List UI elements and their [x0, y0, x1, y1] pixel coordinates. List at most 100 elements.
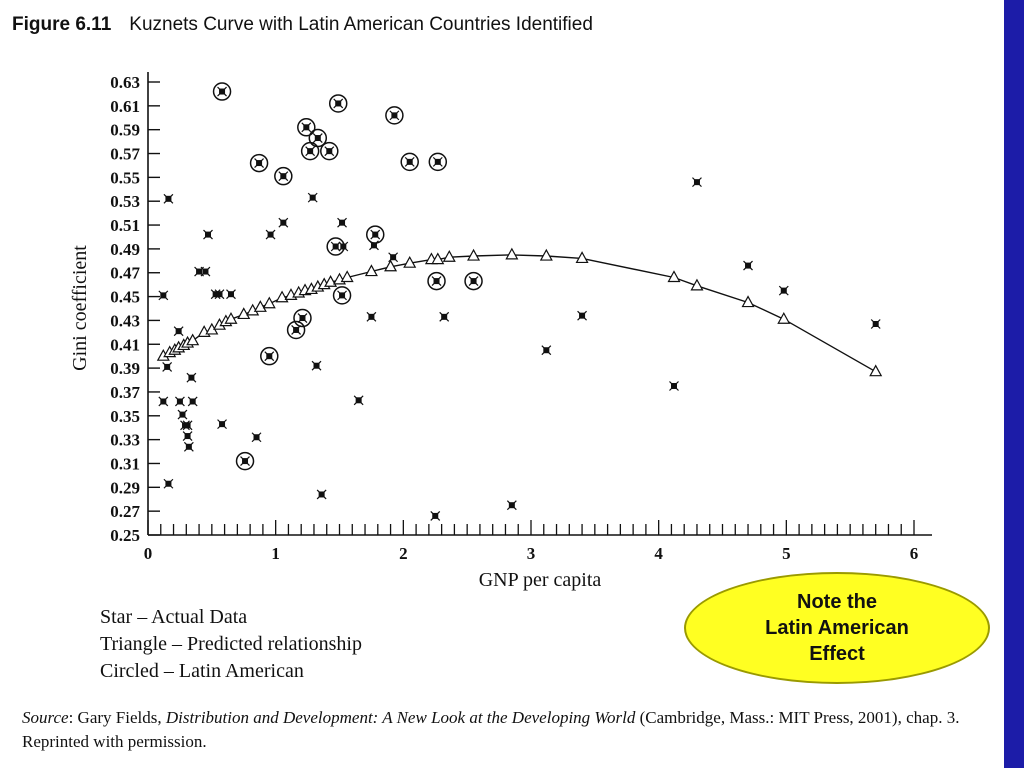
actual-data-point — [541, 345, 552, 356]
triangle-marker — [237, 307, 251, 320]
y-tick-label: 0.47 — [110, 264, 140, 283]
source-author: : Gary Fields, — [68, 708, 166, 727]
circle-marker — [249, 153, 269, 173]
source-publisher: (Cambridge, Mass.: MIT Press, 2001), cha… — [22, 708, 960, 751]
triangle-marker — [384, 259, 398, 272]
y-tick-label: 0.55 — [110, 168, 140, 187]
note-line-3: Effect — [809, 643, 865, 665]
star-stroke — [214, 289, 225, 300]
circle-marker — [385, 106, 404, 125]
star-stroke — [541, 345, 552, 356]
star-stroke — [431, 276, 442, 287]
actual-data-point — [158, 290, 169, 301]
star-stroke — [337, 217, 347, 228]
star-stroke — [870, 319, 881, 329]
latin-american-point — [428, 152, 448, 172]
star-stroke — [217, 419, 227, 430]
triangle-marker — [539, 248, 553, 261]
triangle-marker — [467, 248, 481, 261]
note-line-1: Note the — [797, 591, 877, 613]
star-stroke — [177, 409, 188, 420]
predicted-curve — [156, 247, 883, 377]
latin-american-point — [212, 82, 232, 101]
actual-data-point — [214, 289, 225, 300]
star-stroke — [278, 171, 289, 182]
triangle-marker — [262, 296, 276, 309]
star-stroke — [264, 351, 275, 362]
star-stroke — [187, 396, 198, 407]
slide-side-bar — [1004, 0, 1024, 768]
star-stroke — [506, 500, 517, 511]
star-stroke — [162, 361, 173, 372]
triangle-marker — [403, 255, 417, 268]
star-stroke — [669, 381, 679, 391]
source-prefix: Source — [22, 708, 69, 727]
y-tick-label: 0.25 — [110, 526, 140, 545]
actual-data-point — [506, 500, 517, 511]
star-stroke — [389, 110, 400, 121]
actual-data-point — [163, 193, 174, 204]
star-stroke — [163, 478, 174, 489]
latin-american-point — [427, 271, 446, 291]
latin-american-point — [320, 141, 339, 161]
y-tick-label: 0.63 — [110, 73, 140, 92]
triangle-marker — [324, 275, 338, 287]
actual-data-point — [692, 177, 702, 188]
triangle-marker — [667, 270, 681, 283]
actual-data-point — [430, 511, 441, 521]
actual-data-point — [200, 266, 211, 277]
circle-marker — [235, 451, 255, 471]
actual-data-point — [226, 289, 236, 300]
star-stroke — [203, 229, 213, 240]
y-tick-label: 0.59 — [110, 121, 140, 140]
y-tick-label: 0.41 — [110, 335, 140, 354]
x-tick-label: 4 — [654, 544, 663, 563]
circle-marker — [308, 128, 328, 148]
latin-american-point — [297, 118, 316, 137]
latin-american-point — [260, 346, 279, 366]
legend-line-predicted: Triangle – Predicted relationship — [100, 633, 362, 655]
circle-marker — [328, 94, 348, 113]
circle-marker — [365, 225, 385, 244]
star-stroke — [404, 156, 415, 167]
triangle-marker — [186, 333, 200, 346]
star-stroke — [311, 360, 322, 371]
star-stroke — [577, 310, 587, 321]
legend-line-circled: Circled – Latin American — [100, 660, 304, 682]
star-stroke — [388, 252, 399, 263]
latin-american-point — [400, 152, 419, 172]
y-tick-label: 0.43 — [110, 311, 140, 330]
kuznets-chart: 0.25 0.27 0.29 0.31 0.33 0.35 0.37 0.39 0.41 0.43… — [69, 72, 932, 591]
star-stroke — [743, 260, 753, 271]
star-stroke — [370, 229, 381, 240]
star-stroke — [337, 290, 347, 301]
star-stroke — [432, 156, 443, 167]
triangle-marker — [442, 249, 456, 262]
star-stroke — [240, 456, 250, 467]
triangle-marker — [431, 252, 445, 265]
actual-data-point — [182, 420, 193, 431]
star-stroke — [186, 372, 197, 383]
star-stroke — [251, 432, 262, 443]
star-stroke — [200, 266, 211, 277]
latin-american-point — [464, 271, 483, 291]
axis-ticks: 0.25 0.27 0.29 0.31 0.33 0.35 0.37 0.39 0.41 0.43… — [110, 73, 918, 563]
star-stroke — [265, 229, 276, 240]
star-stroke — [305, 146, 316, 157]
x-tick-label: 5 — [782, 544, 791, 563]
circle-marker — [332, 286, 352, 305]
y-tick-label: 0.33 — [110, 431, 140, 450]
actual-data-point — [162, 361, 173, 372]
actual-data-point — [439, 311, 450, 322]
x-tick-label: 2 — [399, 544, 408, 563]
note-callout: Note the Latin American Effect — [684, 572, 990, 684]
latin-american-point — [385, 106, 404, 125]
actual-data-point — [669, 381, 679, 391]
y-tick-label: 0.51 — [110, 216, 140, 235]
star-stroke — [278, 217, 289, 228]
star-stroke — [330, 241, 341, 252]
actual-data-point — [187, 396, 198, 407]
latin-american-point — [365, 225, 385, 244]
latin-american-point — [326, 237, 345, 256]
y-tick-label: 0.29 — [110, 478, 140, 497]
